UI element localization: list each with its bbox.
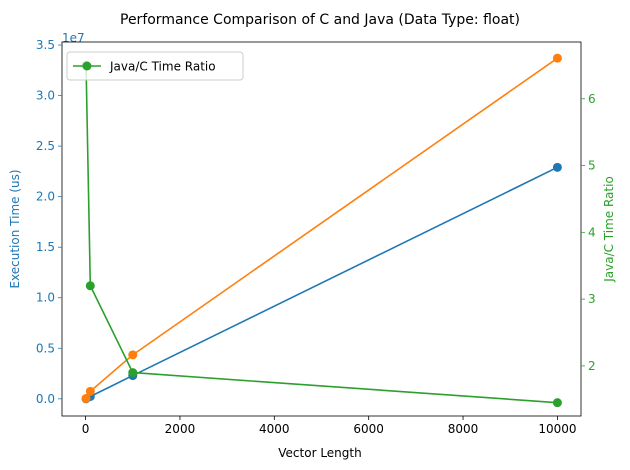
y-right-tick-label: 3 [588,292,596,306]
x-tick-label: 8000 [448,422,479,436]
series-line-c_time [85,166,558,400]
y-right-tick-label: 6 [588,92,596,106]
series-line-java_time [85,57,558,399]
series-line-ratio [85,65,558,404]
y-tick-label: 0.5 [36,341,55,355]
legend-marker-ratio [82,61,92,71]
x-tick-label: 2000 [165,422,196,436]
y-tick-label: 1.5 [36,240,55,254]
data-point-c_time [552,162,562,172]
data-point-ratio [85,281,95,291]
axes: 0 2000 4000 6000 8000 10000 0.0 0.5 1.0 1.5 2.0 2.5… [36,38,596,436]
chart-title: Performance Comparison of C and Java (Da… [120,12,520,28]
x-tick-label: 6000 [353,422,384,436]
y-offset-label: 1e7 [62,31,85,45]
data-point-java_time [85,386,95,396]
plot-frame [61,41,582,417]
data-point-ratio [128,368,138,378]
y-tick-label: 0.0 [36,392,55,406]
y-right-tick-label: 5 [588,159,596,173]
y-tick-label: 3.5 [36,38,55,52]
data-point-java_time [552,53,562,63]
y-tick-label: 2.0 [36,190,55,204]
y-tick-label: 3.0 [36,89,55,103]
x-tick-label: 10000 [538,422,576,436]
data-point-java_time [81,393,91,403]
x-tick-label: 0 [82,422,90,436]
x-axis-label: Vector Length [278,446,361,460]
y-right-tick-label: 4 [588,225,596,239]
y-tick-label: 1.0 [36,291,55,305]
x-tick-label: 4000 [259,422,290,436]
legend-frame [66,51,244,81]
legend-label-ratio: Java/C Time Ratio [109,60,216,74]
y-right-tick-label: 2 [588,359,596,373]
y-axis-label: Execution Time (us) [8,169,22,288]
data-point-ratio [552,398,562,408]
data-point-java_time [128,350,138,360]
y-right-axis-label: Java/C Time Ratio [602,176,616,283]
y-tick-label: 2.5 [36,139,55,153]
legend: Java/C Time Ratio [66,51,244,81]
series-layer [81,53,562,408]
